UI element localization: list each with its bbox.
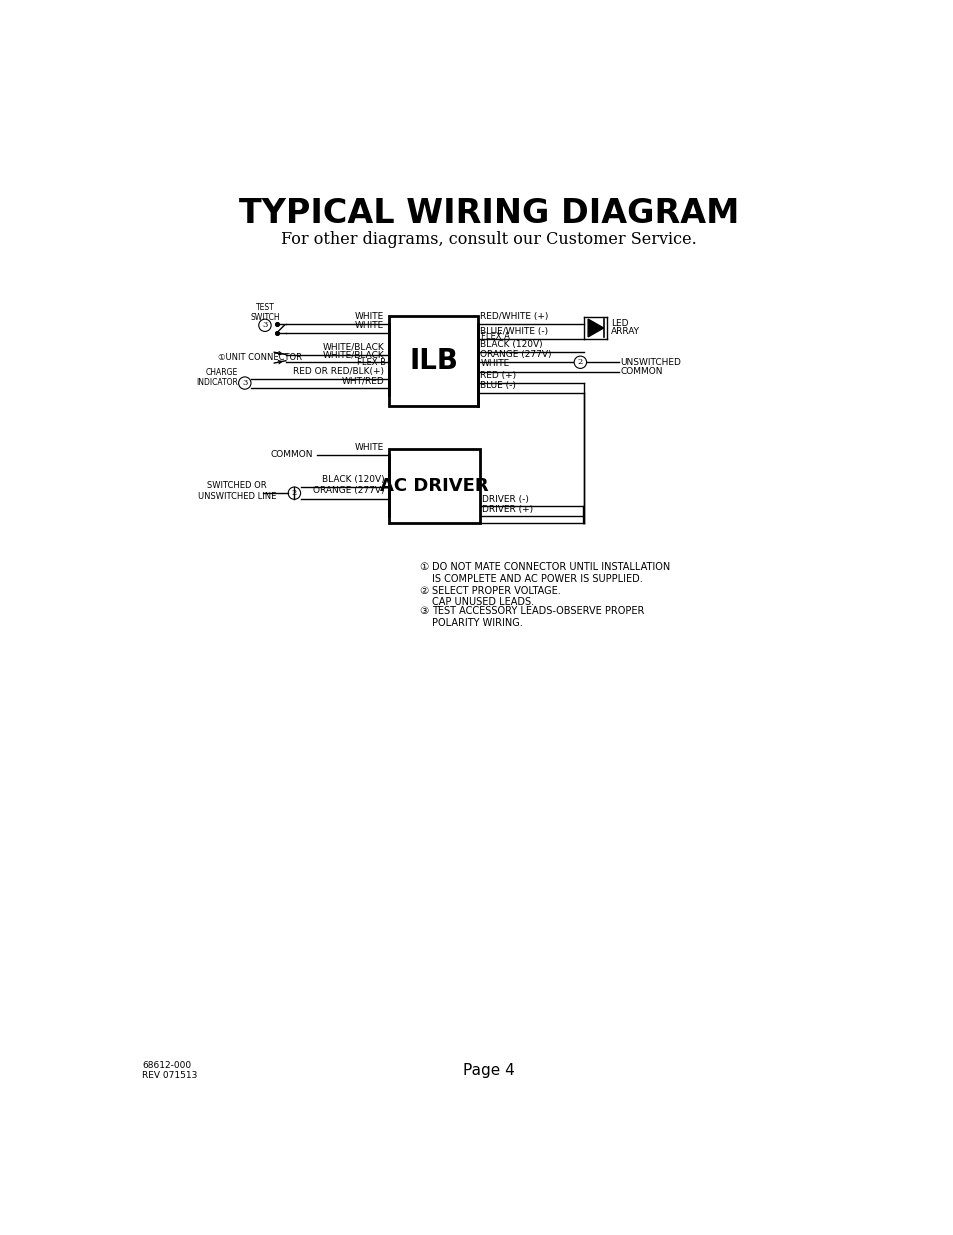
Text: 2: 2: [292, 489, 296, 498]
Text: 2: 2: [578, 358, 582, 367]
Text: ③: ③: [418, 606, 428, 616]
Text: WHITE/BLACK: WHITE/BLACK: [322, 342, 384, 352]
Text: ARRAY: ARRAY: [611, 327, 639, 336]
Text: ①UNIT CONNECTOR: ①UNIT CONNECTOR: [218, 353, 302, 362]
Text: TEST ACCESSORY LEADS-OBSERVE PROPER
POLARITY WIRING.: TEST ACCESSORY LEADS-OBSERVE PROPER POLA…: [431, 606, 643, 627]
Text: TEST
SWITCH: TEST SWITCH: [250, 303, 279, 322]
Text: WHITE: WHITE: [355, 321, 384, 330]
Text: RED OR RED/BLK(+): RED OR RED/BLK(+): [293, 367, 384, 377]
Text: TYPICAL WIRING DIAGRAM: TYPICAL WIRING DIAGRAM: [238, 198, 739, 230]
Text: ORANGE (277V): ORANGE (277V): [313, 487, 384, 495]
Text: WHT/RED: WHT/RED: [341, 377, 384, 385]
Text: CHARGE
INDICATOR: CHARGE INDICATOR: [195, 368, 237, 388]
Text: LED: LED: [611, 320, 628, 329]
Text: COMMON: COMMON: [620, 367, 662, 375]
Polygon shape: [587, 319, 603, 337]
Text: 68612-000
REV 071513: 68612-000 REV 071513: [142, 1061, 197, 1081]
Text: DRIVER (-): DRIVER (-): [481, 495, 528, 504]
Text: BLUE/WHITE (-): BLUE/WHITE (-): [480, 327, 548, 336]
Text: 3: 3: [242, 379, 247, 387]
Text: FLEX A: FLEX A: [480, 332, 510, 341]
Text: SELECT PROPER VOLTAGE.
CAP UNUSED LEADS.: SELECT PROPER VOLTAGE. CAP UNUSED LEADS.: [431, 585, 559, 608]
Text: ②: ②: [418, 585, 428, 595]
Text: UNSWITCHED: UNSWITCHED: [620, 358, 680, 367]
Text: AC DRIVER: AC DRIVER: [379, 477, 488, 495]
Text: DRIVER (+): DRIVER (+): [481, 505, 533, 514]
Text: BLACK (120V): BLACK (120V): [321, 475, 384, 484]
Text: WHITE: WHITE: [480, 359, 509, 368]
Text: WHITE: WHITE: [355, 442, 384, 452]
Text: RED/WHITE (+): RED/WHITE (+): [480, 311, 548, 321]
Text: 3: 3: [262, 321, 268, 330]
Text: ORANGE (277V): ORANGE (277V): [480, 351, 552, 359]
Text: COMMON: COMMON: [271, 451, 313, 459]
Text: ①: ①: [418, 562, 428, 573]
Text: WHITE/BLACK: WHITE/BLACK: [322, 351, 384, 359]
Text: ILB: ILB: [409, 347, 457, 375]
Text: RED (+): RED (+): [480, 370, 516, 380]
Text: For other diagrams, consult our Customer Service.: For other diagrams, consult our Customer…: [281, 231, 696, 247]
Text: FLEX B: FLEX B: [356, 358, 385, 367]
Text: BLUE (-): BLUE (-): [480, 380, 516, 390]
Text: BLACK (120V): BLACK (120V): [480, 340, 542, 350]
Text: Page 4: Page 4: [462, 1063, 515, 1078]
Text: DO NOT MATE CONNECTOR UNTIL INSTALLATION
IS COMPLETE AND AC POWER IS SUPPLIED.: DO NOT MATE CONNECTOR UNTIL INSTALLATION…: [431, 562, 669, 584]
Text: WHITE: WHITE: [355, 311, 384, 321]
Text: SWITCHED OR
UNSWITCHED LINE: SWITCHED OR UNSWITCHED LINE: [197, 482, 276, 500]
